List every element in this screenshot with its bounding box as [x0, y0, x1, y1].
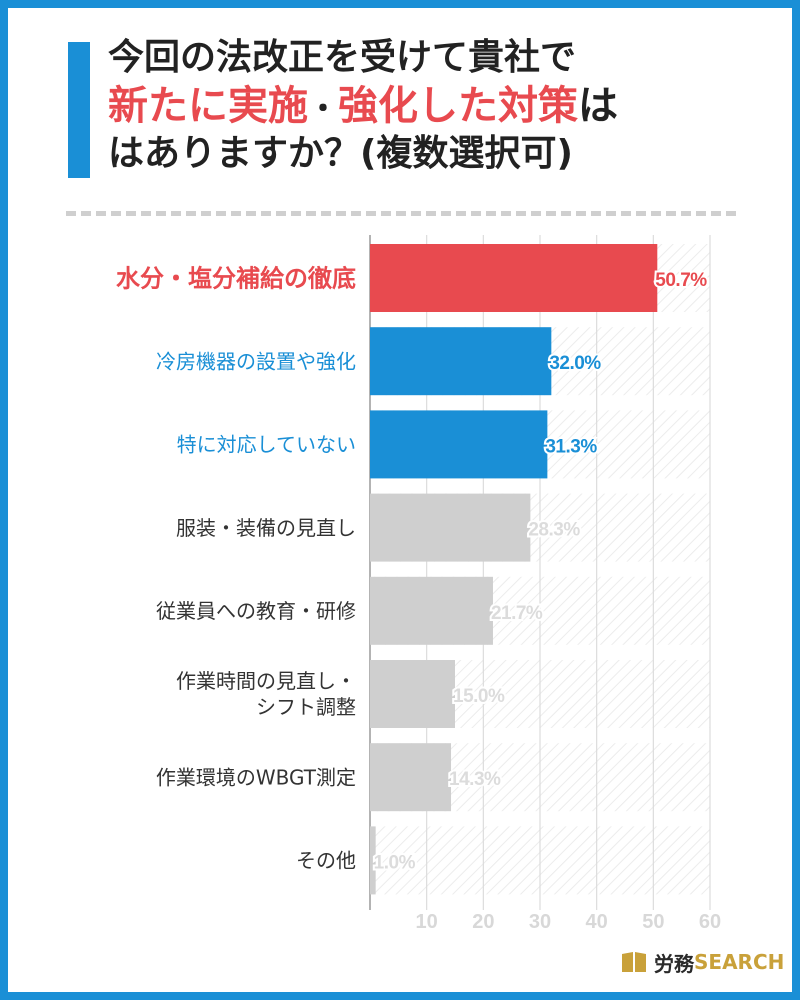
x-tick-label-20: 20 [472, 911, 494, 933]
value-label-2: 31.3% [545, 436, 597, 457]
category-label-0: 水分・塩分補給の徹底 [116, 265, 356, 293]
category-label-3: 服装・装備の見直し [176, 516, 356, 540]
bar-2 [370, 410, 548, 479]
bar-3 [370, 493, 531, 562]
value-label-1: 32.0% [549, 353, 601, 374]
bar-6 [370, 743, 452, 812]
title-line-2-suffix: は [578, 83, 618, 129]
x-tick-label-40: 40 [586, 911, 608, 933]
logo-text-ja: 労務 [654, 951, 694, 976]
category-label-5: 作業時間の見直し・シフト調整 [176, 669, 356, 719]
value-label-5: 15.0% [453, 686, 505, 707]
category-label-2: 特に対応していない [177, 433, 356, 457]
logo-text-en: SEARCH [694, 950, 785, 974]
category-label-7: その他 [296, 849, 356, 873]
x-tick-label-30: 30 [529, 911, 551, 933]
title-line-1: 今回の法改正を受けて貴社で [108, 37, 577, 78]
bar-4 [370, 576, 493, 645]
x-tick-label-60: 60 [699, 911, 721, 933]
value-label-0: 50.7% [655, 270, 707, 291]
value-label-4: 21.7% [491, 603, 543, 624]
dashed-divider [66, 211, 736, 216]
title-highlight-strengthened-measures: 強化した対策 [338, 83, 578, 129]
value-label-3: 28.3% [528, 520, 580, 541]
category-label-1: 冷房機器の設置や強化 [156, 349, 356, 373]
value-label-6: 14.3% [449, 769, 501, 790]
title-accent-bar [68, 42, 90, 178]
bar-5 [370, 660, 455, 728]
title-line-2: 新たに実施・強化した対策は [108, 84, 618, 132]
title-line-3: はありますか？(複数選択可) [108, 133, 573, 174]
bar-7 [370, 826, 376, 895]
title-separator-dot: ・ [308, 92, 338, 127]
book-icon [622, 952, 646, 972]
x-tick-label-10: 10 [416, 911, 438, 933]
brand-logo: 労務 SEARCH [620, 947, 784, 977]
category-label-6: 作業環境のWBGT測定 [156, 765, 356, 789]
value-label-7: 1.0% [374, 852, 416, 873]
title-highlight-new-measures: 新たに実施 [108, 83, 308, 129]
x-tick-label-50: 50 [642, 911, 664, 933]
category-label-4: 従業員への教育・研修 [156, 599, 356, 623]
bar-1 [370, 327, 552, 396]
bar-0 [370, 244, 658, 312]
